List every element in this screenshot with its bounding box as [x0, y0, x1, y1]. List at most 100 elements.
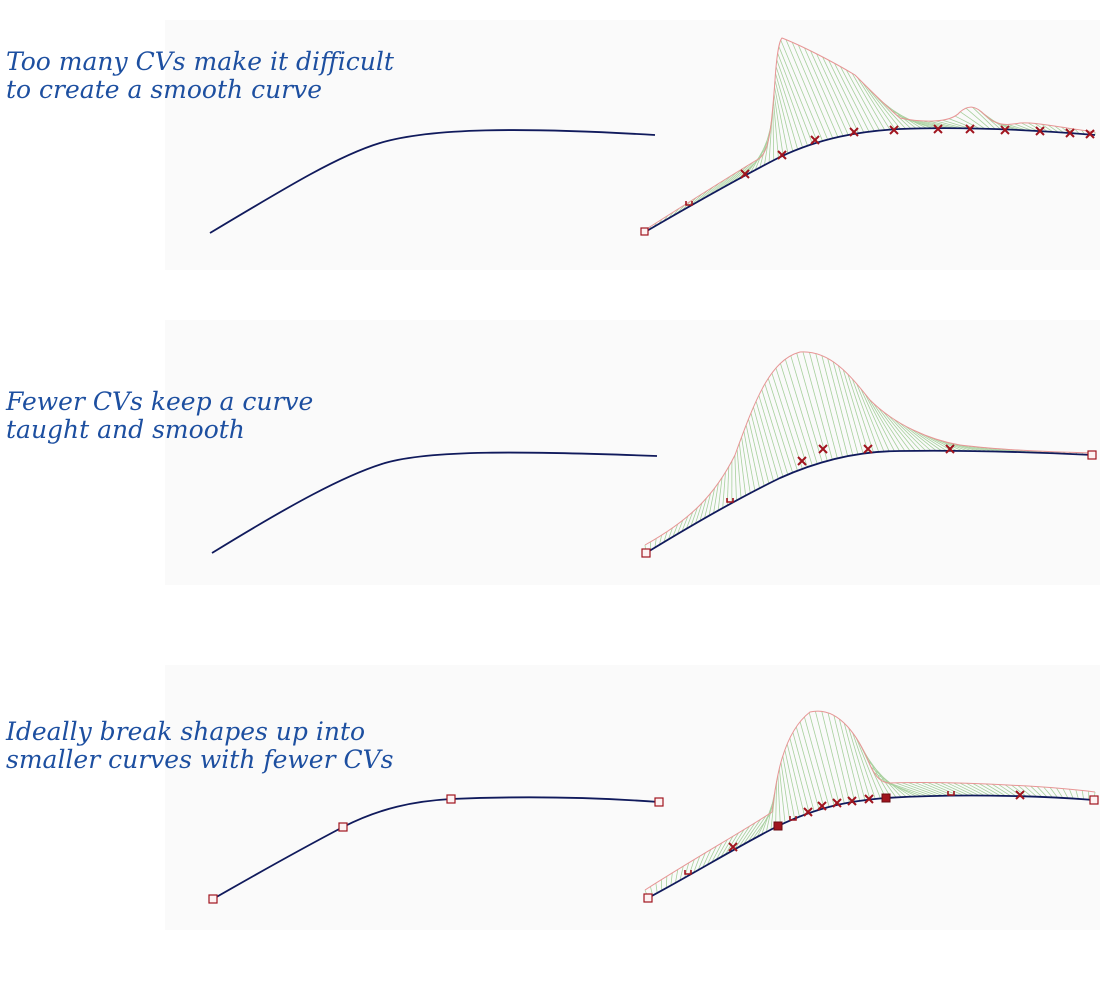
curve-start-u-icon — [685, 201, 693, 206]
comb-tooth — [814, 711, 840, 805]
comb-tooth — [895, 782, 933, 797]
comb-tooth — [780, 363, 813, 466]
comb-tooth — [720, 836, 734, 858]
cv-cross-icon — [1035, 126, 1045, 136]
comb-tooth — [753, 406, 774, 482]
comb-tooth — [834, 63, 870, 132]
comb-tooth — [697, 852, 706, 871]
comb-tooth — [778, 46, 818, 143]
cv-cross-icon — [849, 127, 859, 137]
comb-tooth — [842, 369, 869, 454]
comb-tooth — [738, 443, 747, 496]
comb-tooth — [1081, 790, 1084, 800]
comb-tooth — [659, 535, 663, 545]
comb-tooth — [713, 482, 719, 514]
cv-cross-icon — [864, 794, 874, 804]
comb-tooth — [901, 782, 938, 797]
caption-line: Fewer CVs keep a curve — [6, 387, 314, 416]
comb-tooth — [1041, 123, 1054, 133]
curve-with-cvs — [645, 449, 1094, 554]
curvature-outline — [644, 37, 1096, 231]
cv-box-icon — [1087, 450, 1097, 460]
cv-cross-icon — [863, 444, 873, 454]
comb-tooth — [724, 832, 739, 855]
comb-tooth — [776, 59, 808, 146]
cv-cross-icon — [740, 169, 750, 179]
comb-tooth — [775, 781, 777, 828]
comb-tooth — [992, 783, 1011, 797]
comb-tooth — [998, 784, 1017, 797]
comb-tooth — [1056, 787, 1064, 799]
caption-line: taught and smooth — [6, 415, 245, 444]
cv-box-icon — [654, 797, 664, 807]
comb-tooth — [1017, 785, 1032, 797]
comb-tooth — [654, 538, 657, 548]
comb-tooth — [865, 754, 897, 798]
comb-tooth — [972, 106, 996, 130]
comb-tooth — [877, 407, 911, 452]
comb-tooth — [810, 50, 849, 136]
caption-line: Ideally break shapes up into — [6, 717, 366, 746]
comb-tooth — [679, 866, 684, 881]
comb-tooth — [914, 782, 949, 797]
comb-tooth — [934, 782, 964, 796]
comb-tooth — [741, 437, 751, 494]
comb-tooth — [655, 883, 658, 894]
comb-tooth — [1075, 789, 1079, 799]
cv-cross-icon — [1000, 125, 1010, 135]
cv-cross-icon — [777, 150, 787, 160]
cv-cross-icon — [832, 798, 842, 808]
comb-tooth — [845, 69, 880, 131]
comb-tooth — [934, 438, 963, 452]
comb-tooth — [789, 737, 810, 814]
viewport-panel-3 — [165, 665, 1100, 930]
smooth-curve — [211, 451, 658, 554]
comb-tooth — [915, 119, 948, 129]
comb-tooth — [816, 53, 854, 135]
comb-tooth — [864, 393, 895, 452]
comb-tooth — [699, 498, 707, 522]
comb-tooth — [959, 444, 984, 452]
comb-tooth — [985, 783, 1006, 797]
cv-box-icon — [881, 793, 891, 803]
comb-tooth — [747, 815, 767, 843]
comb-tooth — [1049, 787, 1058, 798]
comb-tooth — [928, 120, 959, 129]
comb-tooth — [780, 762, 791, 821]
cv-markers — [640, 124, 1095, 236]
curve-with-cvs — [647, 794, 1095, 899]
comb-tooth — [904, 425, 937, 452]
cv-cross-icon — [847, 796, 857, 806]
comb-tooth — [901, 117, 938, 129]
cv-cross-icon — [965, 124, 975, 134]
comb-tooth — [889, 782, 928, 797]
comb-tooth — [1047, 124, 1059, 133]
comb-tooth — [1054, 125, 1064, 133]
comb-tooth — [1043, 786, 1053, 798]
comb-tooth — [767, 378, 798, 471]
comb-tooth — [773, 93, 784, 156]
comb-tooth — [748, 418, 765, 486]
caption-line: smaller curves with fewer CVs — [6, 745, 394, 774]
comb-tooth — [722, 472, 726, 509]
comb-tooth — [809, 352, 838, 459]
curve-start-u-icon — [684, 870, 692, 875]
comb-tooth — [738, 822, 756, 848]
comb-tooth — [717, 477, 723, 511]
comb-tooth — [1014, 123, 1033, 131]
comb-tooth — [773, 100, 779, 158]
comb-tooth — [670, 872, 673, 886]
comb-tooth — [942, 119, 969, 129]
comb-tooth — [1034, 123, 1048, 132]
comb-tooth — [777, 774, 781, 825]
comb-tooth — [693, 856, 701, 873]
curvature-comb — [644, 351, 1096, 554]
comb-tooth — [972, 783, 996, 797]
caption-panel-2: Fewer CVs keep a curve taught and smooth — [6, 388, 313, 444]
comb-tooth — [777, 53, 813, 145]
comb-tooth — [965, 107, 991, 130]
comb-tooth — [772, 107, 775, 161]
cv-cross-icon — [1015, 790, 1025, 800]
cv-cross-icon — [889, 125, 899, 135]
comb-tooth — [860, 388, 890, 452]
